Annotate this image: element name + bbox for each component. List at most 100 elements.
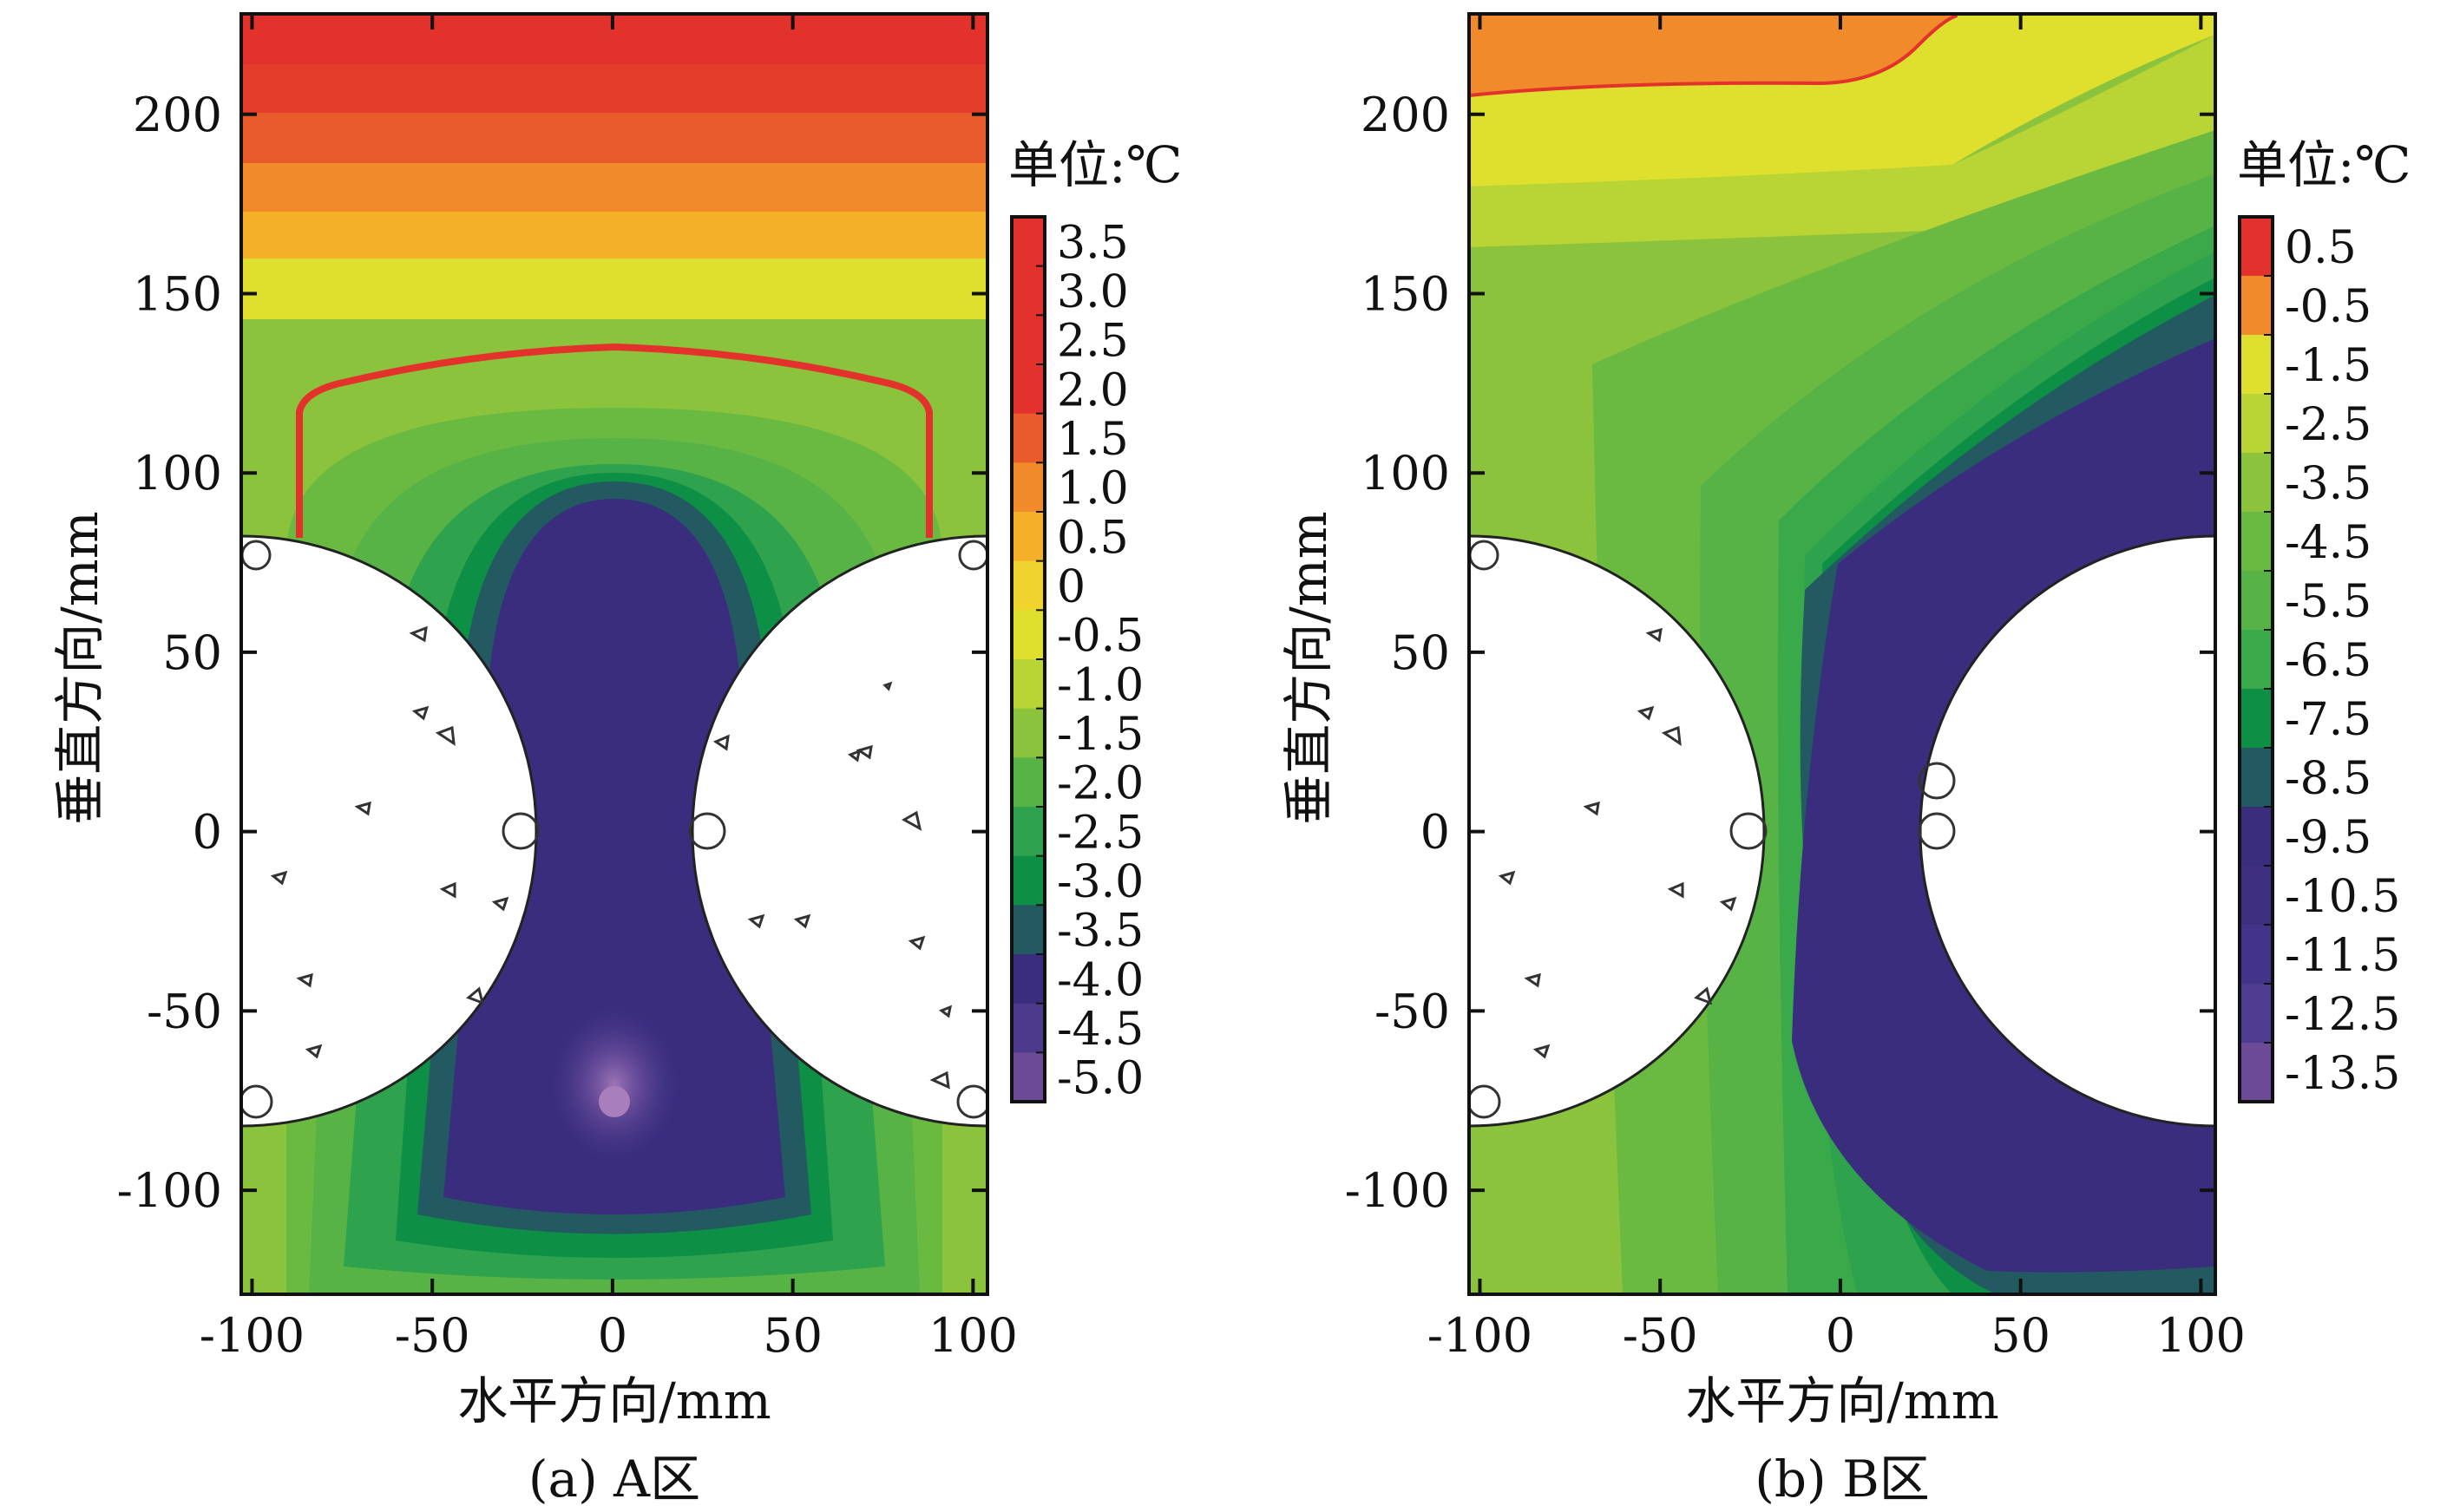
colorbar-swatch [2240, 748, 2273, 808]
panel-b-colorbar: 0.5 -0.5 -1.5 -2.5 -3.5 -4.5 -5.5 -6.5 -7.5 -8.5 -… [2238, 215, 2400, 1103]
colorbar-label: -11.5 [2285, 930, 2400, 982]
colorbar-swatch [2240, 276, 2273, 336]
y-tick-label: -100 [1345, 1163, 1450, 1218]
colorbar-swatch [1012, 708, 1045, 758]
colorbar-swatch [1012, 265, 1045, 316]
colorbar-label: -5.5 [2285, 576, 2371, 628]
colorbar-swatch [2240, 630, 2273, 690]
panel-a-frame [239, 12, 989, 1296]
colorbar-swatch [2240, 866, 2273, 926]
panel-a: -100 -50 0 50 100 -100 -50 0 50 100 150 200 水平方向/mm… [50, 12, 1182, 1509]
panel-b-xlabel: 水平方向/mm [1685, 1371, 1999, 1430]
panel-a-colorbar: 3.53.02.52.01.51.00.50-0.5-1.0-1.5-2.0-2… [1010, 215, 1144, 1105]
colorbar-label: 1.0 [1057, 463, 1129, 515]
colorbar-label: -4.5 [2285, 517, 2371, 569]
colorbar-label: -9.5 [2285, 812, 2371, 864]
y-tick-label: 100 [133, 446, 222, 501]
colorbar-swatch [2240, 1043, 2273, 1103]
colorbar-swatch [2240, 689, 2273, 749]
band-a-5 [241, 212, 987, 259]
colorbar-swatch [2240, 571, 2273, 631]
cold-spot-a-center [599, 1086, 630, 1117]
x-tick-label: -50 [395, 1308, 470, 1363]
panel-b-frame [1467, 12, 2217, 1296]
y-tick-label: 0 [193, 805, 222, 860]
zone-a-core [443, 499, 785, 1214]
panel-b-colorbar-title: 单位:℃ [2237, 135, 2411, 194]
colorbar-swatch [1012, 807, 1045, 857]
y-tick-label: 150 [1361, 266, 1450, 321]
colorbar-label: 0 [1057, 561, 1086, 613]
colorbar-swatch [1012, 364, 1045, 415]
colorbar-label: 2.0 [1057, 364, 1129, 416]
x-tick-label: -100 [1427, 1308, 1532, 1363]
panel-b-caption: (b) B区 [1755, 1450, 1929, 1509]
colorbar-frame [2238, 215, 2274, 1103]
colorbar-label: -2.0 [1057, 758, 1144, 810]
colorbar-swatch [1012, 659, 1045, 710]
colorbar-swatch [1012, 413, 1045, 463]
colorbar-label: 0.5 [2285, 222, 2357, 274]
panel-b: -100 -50 0 50 100 -100 -50 0 50 100 150 200 水平方向/mm… [1279, 12, 2411, 1509]
band-a-3 [241, 113, 987, 163]
colorbar-label: 3.0 [1057, 266, 1129, 318]
x-tick-label: -50 [1623, 1308, 1698, 1363]
colorbar-label: -5.0 [1057, 1053, 1144, 1105]
colorbar-label: -10.5 [2285, 871, 2400, 923]
colorbar-label: -2.5 [1057, 807, 1144, 859]
cold-spot-a [549, 1006, 679, 1162]
x-tick-label: 50 [763, 1308, 823, 1363]
colorbar-label: -1.5 [2285, 340, 2371, 392]
void-markings-a [241, 540, 987, 1119]
colorbar-swatch [1012, 954, 1045, 1005]
panel-b-plot-area [1469, 14, 2215, 1294]
colorbar-swatch [2240, 453, 2273, 513]
y-tick-label: -50 [1374, 984, 1450, 1038]
y-tick-label: 0 [1420, 805, 1450, 860]
colorbar-swatch [1012, 560, 1045, 611]
band-a-2 [241, 64, 987, 113]
colorbar-label: -7.5 [2285, 694, 2371, 746]
colorbar-swatch [2240, 807, 2273, 867]
y-tick-label: -50 [147, 984, 222, 1038]
colorbar-swatch [1012, 1003, 1045, 1053]
y-tick-label: 200 [133, 88, 222, 142]
colorbar-label: 0.5 [1057, 512, 1129, 564]
colorbar-swatch [2240, 335, 2273, 395]
panel-a-ylabel: 垂直方向/mm [50, 511, 109, 825]
colorbar-label: -4.0 [1057, 954, 1144, 1006]
colorbar-label: -3.0 [1057, 856, 1144, 908]
colorbar-label: -3.5 [1057, 906, 1144, 958]
x-tick-label: 0 [1826, 1308, 1855, 1363]
colorbar-label: -6.5 [2285, 635, 2371, 687]
colorbar-label: 3.5 [1057, 217, 1129, 269]
colorbar-swatch [2240, 394, 2273, 454]
x-tick-label: 100 [2156, 1308, 2246, 1363]
colorbar-swatch [1012, 757, 1045, 808]
x-tick-label: 100 [928, 1308, 1018, 1363]
colorbar-label: -12.5 [2285, 989, 2400, 1041]
colorbar-label: -13.5 [2285, 1048, 2400, 1100]
colorbar-swatch [1012, 610, 1045, 660]
colorbar-label: -1.0 [1057, 659, 1144, 711]
colorbar-label: 1.5 [1057, 414, 1129, 466]
band-a-6 [241, 259, 987, 319]
colorbar-swatch [2240, 984, 2273, 1044]
y-tick-label: 50 [1390, 625, 1450, 680]
colorbar-swatch [1012, 217, 1045, 267]
colorbar-label: -0.5 [1057, 611, 1144, 663]
y-tick-label: 100 [1361, 446, 1450, 501]
colorbar-swatch [1012, 512, 1045, 562]
panel-b-axes: -100 -50 0 50 100 -100 -50 0 50 100 150 200 [1345, 14, 2246, 1363]
colorbar-label: -3.5 [2285, 458, 2371, 510]
panel-a-axes: -100 -50 0 50 100 -100 -50 0 50 100 150 200 [117, 14, 1018, 1363]
void-right-a [691, 534, 987, 1128]
zero-contour-a [296, 343, 933, 538]
colorbar-label: -0.5 [2285, 281, 2371, 333]
colorbar-label: -8.5 [2285, 753, 2371, 805]
x-tick-label: -100 [200, 1308, 305, 1363]
y-tick-label: 200 [1361, 88, 1450, 142]
colorbar-swatch [2240, 925, 2273, 985]
panel-a-colorbar-title: 单位:℃ [1008, 135, 1182, 194]
